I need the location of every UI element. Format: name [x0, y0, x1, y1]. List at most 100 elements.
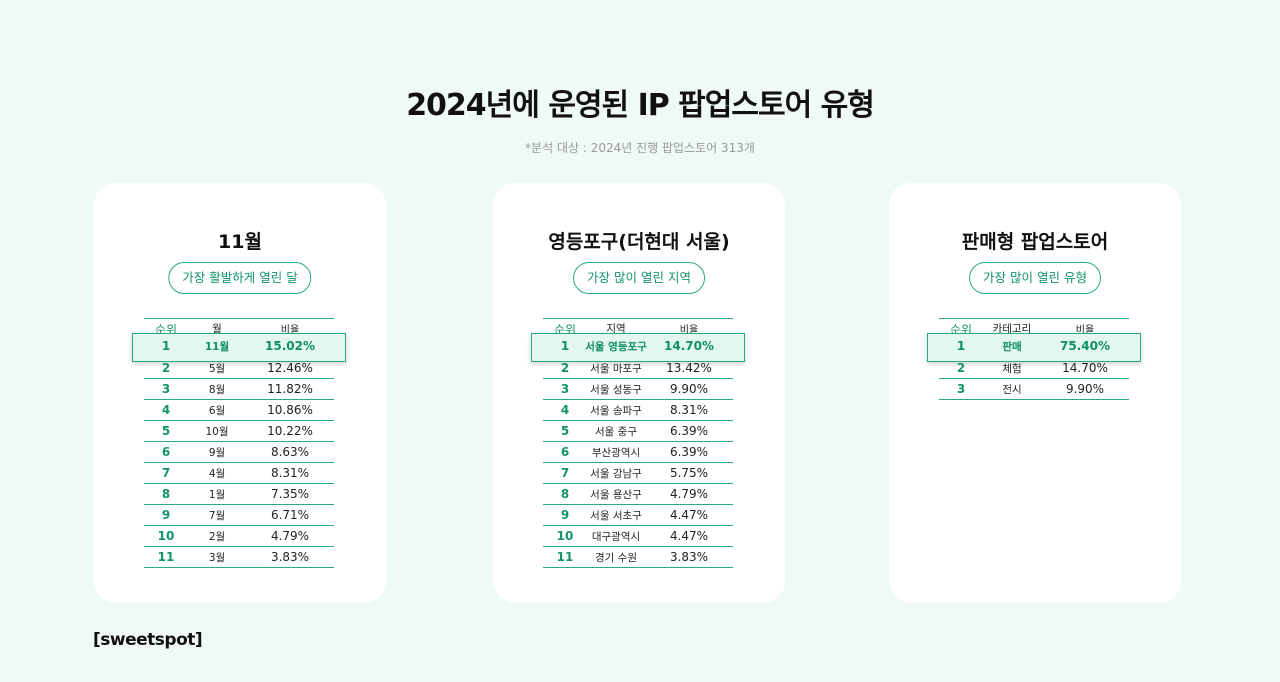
table-row: 3 8월 11.82%: [144, 379, 334, 400]
row-rank: 6: [161, 445, 171, 459]
row-highlight-box: [531, 333, 745, 362]
row-rank: 2: [161, 361, 171, 375]
row-rank: 7: [560, 466, 570, 480]
row-rank: 9: [161, 508, 171, 522]
header-ratio: 비율: [1075, 325, 1095, 336]
row-label: 8월: [208, 384, 226, 396]
ranking-table: 순위 월 비율 1 11월 15.02% 2 5월 12.46% 3 8월 11.82% 4 6월 1…: [132, 318, 346, 568]
row-rank: 2: [956, 361, 966, 375]
row-rank: 10: [556, 529, 574, 543]
table-row: 11 경기 수원 3.83%: [543, 547, 733, 568]
row-label: 서울 성동구: [590, 384, 642, 396]
table-row: 3 서울 성동구 9.90%: [543, 379, 733, 400]
table-row: 7 서울 강남구 5.75%: [543, 463, 733, 484]
row-ratio: 6.71%: [270, 508, 310, 522]
row-rank: 1: [560, 339, 570, 353]
table-row: 4 서울 송파구 8.31%: [543, 400, 733, 421]
row-ratio: 4.47%: [669, 508, 709, 522]
row-rank: 3: [560, 382, 570, 396]
page-subtitle: *분석 대상 : 2024년 진행 팝업스토어 313개: [525, 141, 755, 155]
row-label: 2월: [208, 531, 226, 543]
table-row: 5 10월 10.22%: [144, 421, 334, 442]
row-ratio: 12.46%: [267, 361, 313, 375]
table-row: 8 1월 7.35%: [144, 484, 334, 505]
row-label: 서울 송파구: [590, 405, 642, 417]
card-pill-label: 가장 활발하게 열린 달: [168, 262, 312, 294]
table-row: 5 서울 중구 6.39%: [543, 421, 733, 442]
row-label: 9월: [208, 447, 226, 459]
table-row: 11 3월 3.83%: [144, 547, 334, 568]
header-name: 월: [212, 323, 222, 335]
row-rank: 8: [161, 487, 171, 501]
header-name: 카테고리: [992, 323, 1032, 335]
row-ratio: 7.35%: [270, 487, 310, 501]
page-title: 2024년에 운영된 IP 팝업스토어 유형: [406, 88, 875, 123]
row-label: 전시: [1002, 384, 1022, 396]
row-label: 3월: [208, 552, 226, 564]
card-pill-label: 가장 많이 열린 유형: [969, 262, 1101, 294]
table-row-highlighted: 1 11월 15.02%: [132, 333, 346, 362]
table-body: 1 판매 75.40% 2 체험 14.70% 3 전시 9.90%: [927, 333, 1141, 400]
row-label: 서울 서초구: [590, 510, 642, 522]
row-label: 서울 영등포구: [585, 341, 647, 353]
row-label: 11월: [204, 341, 230, 353]
header-ratio: 비율: [280, 325, 300, 336]
row-label: 대구광역시: [591, 531, 641, 543]
row-rank: 11: [556, 550, 574, 564]
row-ratio: 10.86%: [267, 403, 313, 417]
table-row: 10 대구광역시 4.47%: [543, 526, 733, 547]
row-rank: 4: [161, 403, 171, 417]
row-label: 체험: [1002, 363, 1022, 375]
table-row: 9 7월 6.71%: [144, 505, 334, 526]
row-rank: 7: [161, 466, 171, 480]
card-region: 영등포구(더현대 서울) 가장 많이 열린 지역 순위 지역 비율 1 서울 영등…: [493, 183, 785, 603]
table-body: 1 서울 영등포구 14.70% 2 서울 마포구 13.42% 3 서울 성동구 9.90% 4…: [531, 333, 745, 568]
table-row-highlighted: 1 판매 75.40%: [927, 333, 1141, 362]
row-label: 5월: [208, 363, 226, 375]
card-title: 판매형 팝업스토어: [961, 231, 1109, 253]
row-ratio: 6.39%: [669, 424, 709, 438]
card-type: 판매형 팝업스토어 가장 많이 열린 유형 순위 카테고리 비율 1 판매 75.4…: [889, 183, 1181, 603]
row-rank: 5: [560, 424, 570, 438]
row-label: 1월: [208, 489, 226, 501]
row-rank: 3: [956, 382, 966, 396]
table-row: 3 전시 9.90%: [939, 379, 1129, 400]
row-ratio: 8.63%: [270, 445, 310, 459]
row-ratio: 9.90%: [669, 382, 709, 396]
row-label: 서울 용산구: [590, 489, 642, 501]
row-ratio: 8.31%: [270, 466, 310, 480]
header-name: 지역: [606, 323, 626, 335]
sweetspot-logo: [sweetspot]: [93, 630, 203, 650]
row-ratio: 5.75%: [669, 466, 709, 480]
row-ratio: 3.83%: [669, 550, 709, 564]
table-row: 8 서울 용산구 4.79%: [543, 484, 733, 505]
row-ratio: 9.90%: [1065, 382, 1105, 396]
row-highlight-box: [132, 333, 346, 362]
row-ratio: 4.79%: [669, 487, 709, 501]
row-ratio: 4.47%: [669, 529, 709, 543]
row-label: 6월: [208, 405, 226, 417]
row-rank: 9: [560, 508, 570, 522]
row-ratio: 14.70%: [664, 339, 714, 353]
row-highlight-box: [927, 333, 1141, 362]
table-body: 1 11월 15.02% 2 5월 12.46% 3 8월 11.82% 4 6월 10.86% 5 10…: [132, 333, 346, 568]
row-ratio: 4.79%: [270, 529, 310, 543]
row-ratio: 13.42%: [666, 361, 712, 375]
header-ratio: 비율: [679, 325, 699, 336]
table-row: 4 6월 10.86%: [144, 400, 334, 421]
row-rank: 10: [157, 529, 175, 543]
row-rank: 4: [560, 403, 570, 417]
row-label: 경기 수원: [595, 552, 637, 564]
ranking-table: 순위 지역 비율 1 서울 영등포구 14.70% 2 서울 마포구 13.42% 3 서울 …: [531, 318, 745, 568]
table-row: 2 서울 마포구 13.42%: [543, 358, 733, 379]
card-pill-label: 가장 많이 열린 지역: [573, 262, 705, 294]
row-ratio: 8.31%: [669, 403, 709, 417]
row-label: 7월: [208, 510, 226, 522]
table-row: 2 체험 14.70%: [939, 358, 1129, 379]
row-ratio: 3.83%: [270, 550, 310, 564]
row-ratio: 11.82%: [267, 382, 313, 396]
row-rank: 6: [560, 445, 570, 459]
row-ratio: 14.70%: [1062, 361, 1108, 375]
card-title: 영등포구(더현대 서울): [548, 231, 730, 253]
row-rank: 5: [161, 424, 171, 438]
